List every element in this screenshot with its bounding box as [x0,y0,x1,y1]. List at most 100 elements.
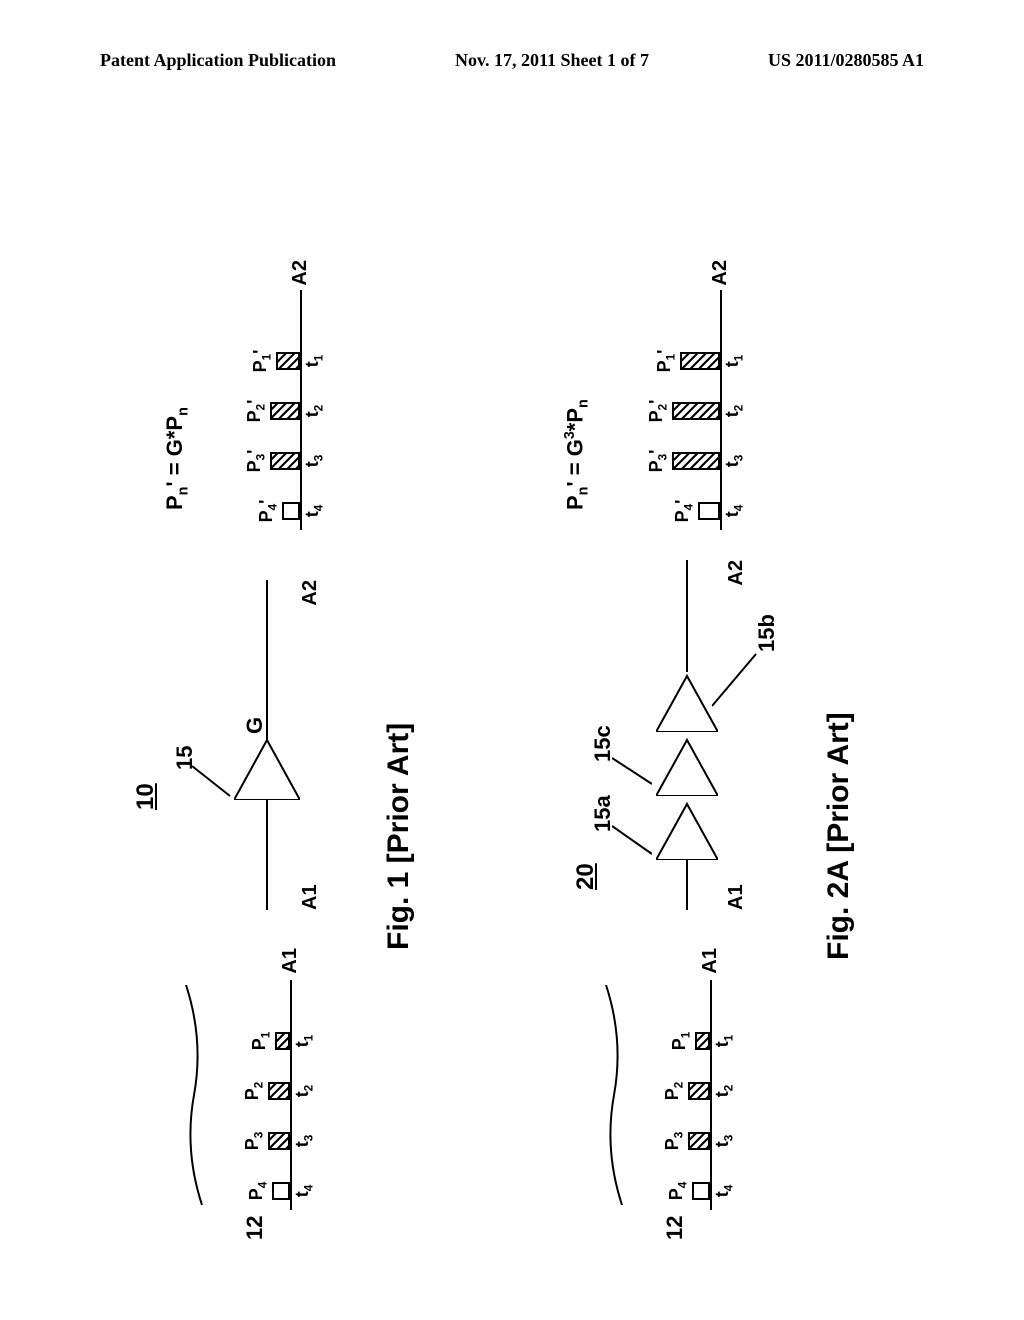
fig2a-input-pulses: 12 P4P3P2P1 t4t3t2t1 A1 [612,980,732,1210]
pulse-column: P1' [250,352,300,370]
fig1-ref-12: 12 [242,1216,268,1240]
pulse-label: P2' [646,400,670,423]
pulse-label: P1' [654,350,678,373]
time-label: t4 [302,502,326,520]
pulse-column: P4' [256,502,300,520]
pulse-bar [282,502,300,520]
pulse-label: P4' [256,500,280,523]
fig1-a2-label: A2 [299,580,322,606]
pulse-label: P2' [244,400,268,423]
fig2a-ref-12: 12 [662,1216,688,1240]
pointer-line-icon [612,816,652,866]
brace-icon [604,985,626,1205]
time-label: t4 [722,502,746,520]
fig1-caption: Fig. 1 [Prior Art] [382,723,416,950]
fig1-amp-ref: 15 [172,746,198,770]
header-right: US 2011/0280585 A1 [768,50,924,71]
header-left: Patent Application Publication [100,50,336,71]
pulse-bar [270,452,300,470]
pulse-bar [270,402,300,420]
pointer-line-icon [192,756,232,806]
pulse-bar [688,1082,710,1100]
pulse-label: P4 [246,1182,270,1201]
figures-rotated-container: 10 12 P4 P3 P2 P1 t4 t3 t2 t1 A1 A1 G A2 15 [132,150,892,1250]
pulse-label: P4' [672,500,696,523]
fig1-input-port-label: A1 [279,948,302,974]
pointer-line-icon [712,644,762,714]
pulse-bar [268,1132,290,1150]
page-header: Patent Application Publication Nov. 17, … [0,50,1024,71]
time-label: t2 [722,402,746,420]
fig1-gain-label: G [242,717,268,734]
time-label: t3 [302,452,326,470]
time-label: t2 [292,1082,316,1100]
pulse-column: P1 [669,1032,710,1050]
pulse-column: P1 [249,1032,290,1050]
pulse-column: P2 [662,1082,710,1100]
time-label: t3 [722,452,746,470]
fig1-input-pulses: 12 P4P3P2P1 t4t3t2t1 A1 [192,980,312,1210]
pulse-column: P4' [672,502,720,520]
fig2a-amp-ref-a: 15a [590,795,616,832]
amp-wire-out-2 [686,560,688,672]
pulse-bar [698,502,720,520]
pointer-line-icon [612,744,652,794]
time-label: t3 [712,1132,736,1150]
time-label: t1 [712,1032,736,1050]
pulse-column: P4 [246,1182,290,1200]
fig1-a1-label: A1 [299,884,322,910]
pulse-label: P1 [669,1032,693,1051]
figure-1-block: 10 12 P4 P3 P2 P1 t4 t3 t2 t1 A1 A1 G A2 15 [132,150,492,1250]
pulse-label: P3' [646,450,670,473]
time-label: t4 [712,1182,736,1200]
pulse-label: P3 [242,1132,266,1151]
pulse-bar [272,1182,290,1200]
pulse-column: P3' [646,452,720,470]
amplifier-triangle-icon [656,732,718,796]
amplifier-triangle-icon [656,668,718,732]
pulse-column: P1' [654,352,720,370]
time-label: t3 [292,1132,316,1150]
pulse-bar [672,452,720,470]
pulse-bar [276,352,300,370]
fig2a-ref-top: 20 [572,863,600,890]
pulse-bar [692,1182,710,1200]
fig1-output-pulses: Pn' = G*Pn P4'P3'P2'P1' t4t3t2t1 A2 [172,270,322,530]
pulse-column: P3 [242,1132,290,1150]
amplifier-triangle-icon [234,730,300,800]
fig2a-amplifiers: A1 A2 15a 15c 15b [642,560,742,910]
fig2a-amp-ref-c: 15c [590,725,616,762]
pulse-bar [680,352,720,370]
pulse-column: P3 [662,1132,710,1150]
fig2a-input-port-label: A1 [699,948,722,974]
pulse-column: P2' [646,402,720,420]
fig1-output-port-label: A2 [289,260,312,286]
time-label: t1 [302,352,326,370]
fig1-ref-top: 10 [132,783,160,810]
pulse-bar [672,402,720,420]
time-label: t4 [292,1182,316,1200]
fig1-amplifier: A1 G A2 15 [222,580,312,910]
fig2a-output-pulses: Pn' = G3*Pn P4'P3'P2'P1' t4t3t2t1 A2 [572,270,742,530]
pulse-bar [275,1032,290,1050]
pulse-label: P3' [244,450,268,473]
pulse-column: P3' [244,452,300,470]
time-label: t2 [302,402,326,420]
pulse-label: P3 [662,1132,686,1151]
pulse-label: P4 [666,1182,690,1201]
fig2a-output-port-label: A2 [709,260,732,286]
amp-wire-in-2 [686,860,688,910]
brace-icon [184,985,206,1205]
pulse-column: P2 [242,1082,290,1100]
header-center: Nov. 17, 2011 Sheet 1 of 7 [455,50,649,71]
fig1-output-equation: Pn' = G*Pn [162,407,191,510]
pulse-column: P2' [244,402,300,420]
amplifier-triangle-icon [656,796,718,860]
time-label: t2 [712,1082,736,1100]
pulse-label: P1' [250,350,274,373]
time-label: t1 [292,1032,316,1050]
figure-2a-block: 20 12 P4P3P2P1 t4t3t2t1 A1 A1 A2 15a [532,150,892,1250]
pulse-label: P1 [249,1032,273,1051]
pulse-bar [695,1032,710,1050]
time-label: t1 [722,352,746,370]
